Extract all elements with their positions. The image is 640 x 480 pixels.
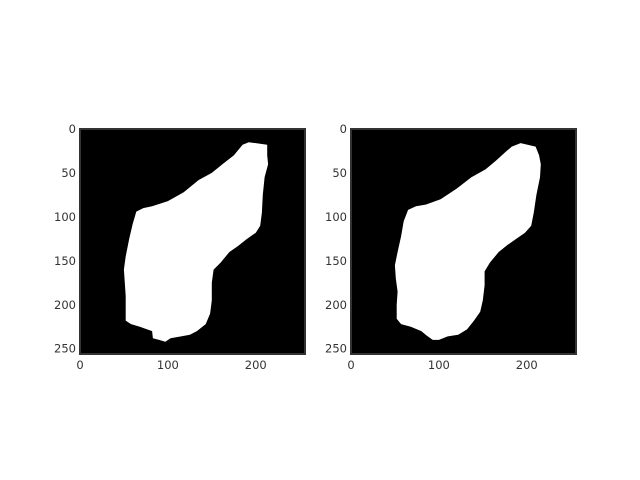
y-tick-label: 200 — [54, 298, 76, 312]
y-tick-label: 50 — [61, 166, 76, 180]
y-tick-label: 150 — [325, 254, 347, 268]
y-tick-label: 50 — [332, 166, 347, 180]
y-tick-label: 150 — [54, 254, 76, 268]
y-tick-label: 100 — [325, 210, 347, 224]
x-tick-label: 100 — [157, 358, 179, 372]
axes-frame — [79, 128, 306, 355]
segmentation-mask — [123, 142, 269, 342]
segmentation-mask — [394, 143, 541, 340]
y-tick-label: 250 — [325, 342, 347, 356]
x-tick-label: 100 — [428, 358, 450, 372]
x-tick-label: 0 — [347, 358, 354, 372]
x-tick-label: 200 — [516, 358, 538, 372]
x-tick-label: 200 — [245, 358, 267, 372]
x-tick-label: 0 — [76, 358, 83, 372]
y-tick-label: 0 — [69, 122, 76, 136]
axes-frame — [350, 128, 577, 355]
y-tick-label: 250 — [54, 342, 76, 356]
y-tick-label: 0 — [340, 122, 347, 136]
y-tick-label: 100 — [54, 210, 76, 224]
y-tick-label: 200 — [325, 298, 347, 312]
